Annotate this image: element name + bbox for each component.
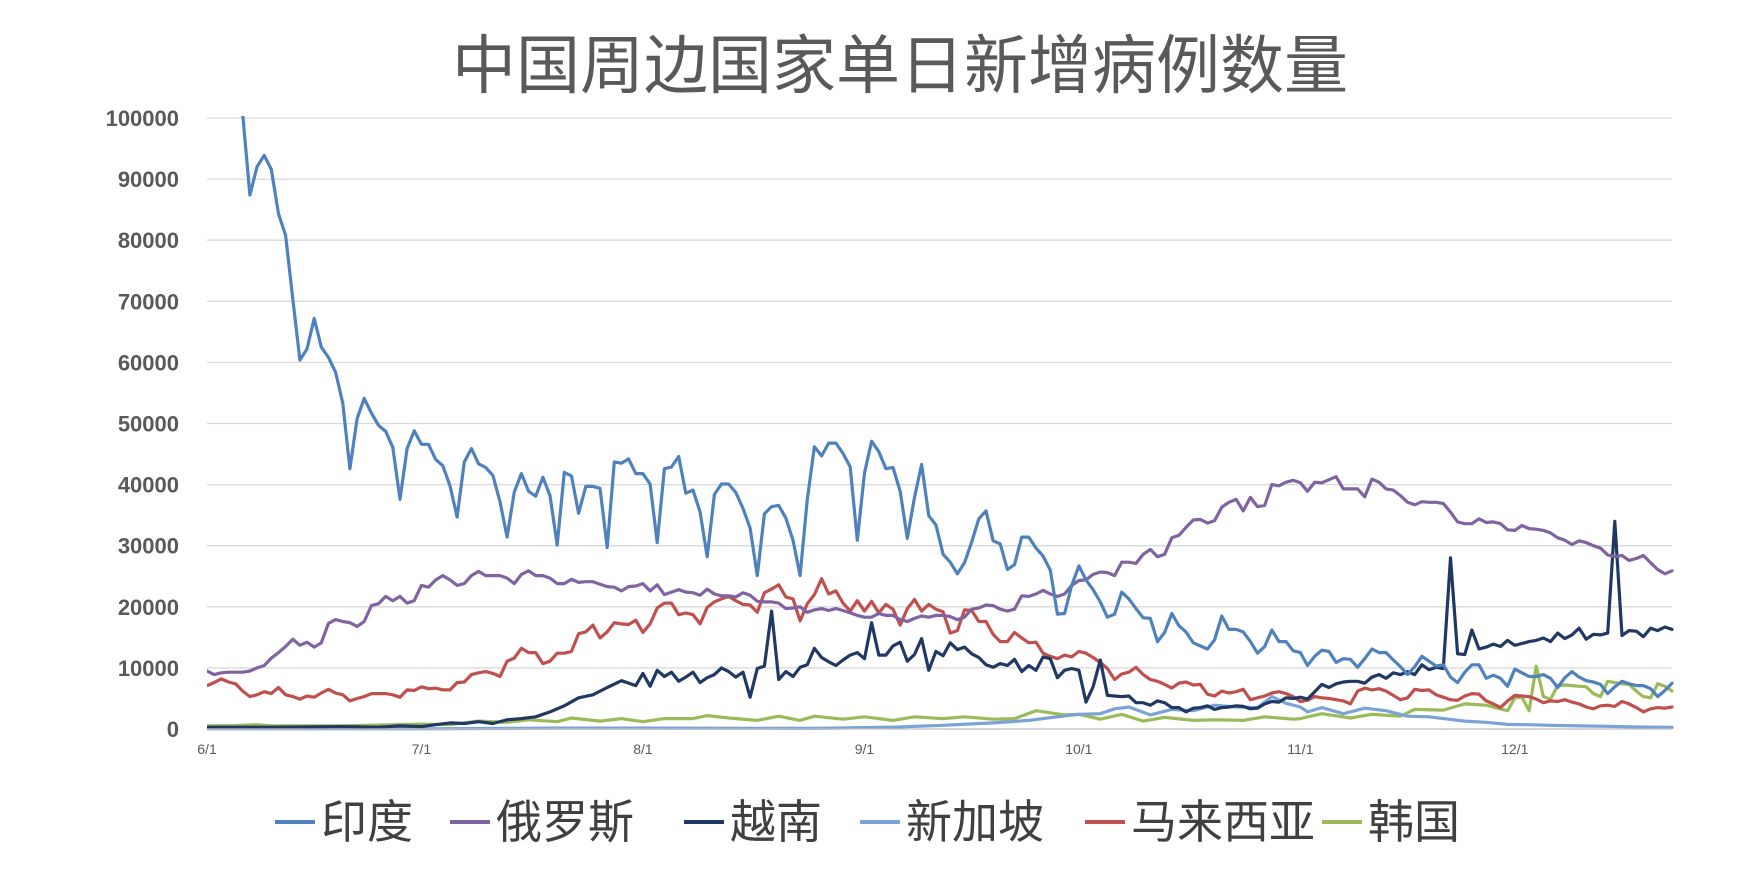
y-tick-label: 40000 [118,473,179,498]
y-tick-label: 0 [167,717,179,742]
y-tick-label: 30000 [118,534,179,559]
y-tick-label: 10000 [118,656,179,681]
series-line-5 [207,664,1674,728]
legend-label: 新加坡 [906,795,1044,849]
x-tick-label: 8/1 [633,741,653,757]
axes: 1000009000080000700006000050000400003000… [106,106,1672,757]
y-tick-label: 20000 [118,595,179,620]
legend: 印度 俄罗斯 越南 新加坡 马来西亚 韩国 [275,795,1460,849]
x-tick-label: 10/1 [1065,741,1092,757]
x-tick-label: 6/1 [197,741,217,757]
legend-label: 俄罗斯 [496,795,634,849]
series-line-0 [241,116,1674,699]
legend-label: 马来西亚 [1131,795,1315,849]
series-lines [207,116,1674,731]
series-line-1 [207,475,1674,677]
x-tick-label: 11/1 [1287,741,1313,757]
y-tick-label: 50000 [118,412,179,437]
series-line-2 [207,519,1674,729]
x-tick-label: 7/1 [412,741,432,757]
series-line-3 [207,694,1674,731]
x-tick-label: 12/1 [1501,741,1528,757]
y-tick-label: 90000 [118,167,179,192]
legend-label: 印度 [321,795,413,849]
chart-title: 中国周边国家单日新增病例数量 [452,30,1348,104]
legend-label: 韩国 [1368,795,1460,849]
x-tick-label: 9/1 [855,741,875,757]
series-line-4 [207,577,1674,714]
y-tick-label: 80000 [118,228,179,253]
y-tick-label: 100000 [106,106,179,131]
legend-label: 越南 [730,795,822,849]
y-tick-label: 70000 [118,289,179,314]
y-tick-label: 60000 [118,350,179,375]
